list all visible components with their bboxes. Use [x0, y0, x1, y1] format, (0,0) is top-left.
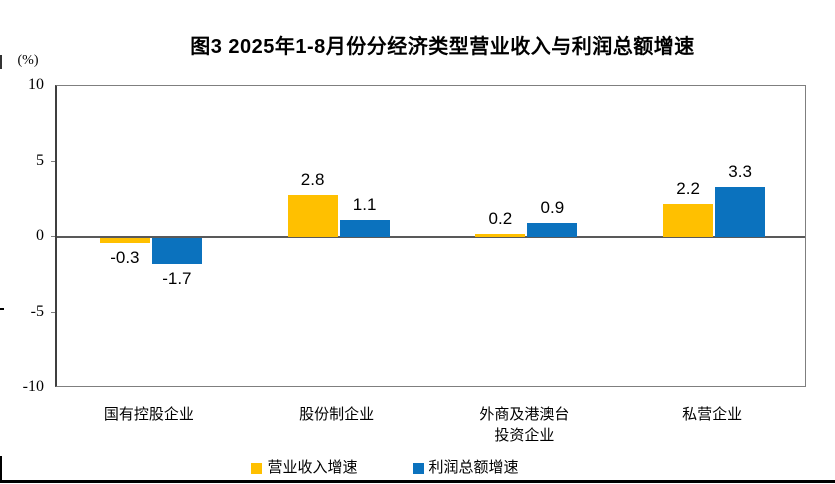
bar [715, 187, 766, 237]
bar-value-label: 3.3 [728, 162, 752, 182]
bar-value-label: 2.2 [676, 178, 700, 198]
crop-artifact [0, 456, 2, 481]
bar [287, 194, 338, 237]
y-axis-unit-label: (%) [17, 53, 39, 68]
legend: 营业收入增速 利润总额增速 [0, 458, 770, 478]
zero-baseline [57, 236, 805, 238]
legend-item: 利润总额增速 [412, 459, 519, 477]
legend-swatch [251, 462, 263, 474]
legend-swatch [412, 462, 424, 474]
bar-value-label: 1.1 [352, 195, 377, 215]
legend-label: 营业收入增速 [267, 459, 358, 476]
bar [527, 223, 578, 237]
y-axis-tick-label: 10 [28, 76, 44, 93]
bar-value-label: -1.7 [162, 268, 192, 288]
bar-value-label: -0.3 [110, 247, 140, 267]
y-axis-tick-label: 0 [36, 227, 44, 244]
image-bottom-border [0, 480, 835, 483]
y-axis-tick-label: 5 [36, 151, 44, 169]
bar-value-label: 0.2 [488, 208, 513, 228]
category-label: 股份制企业 [299, 406, 375, 423]
category-label: 外商及港澳台 投资企业 [479, 406, 570, 444]
category-label: 私营企业 [682, 406, 743, 423]
y-axis-tick-label: -10 [22, 378, 44, 395]
bar [475, 233, 526, 237]
bar-value-label: 0.9 [540, 198, 565, 218]
bar [339, 220, 390, 237]
bar [99, 238, 150, 243]
bar [151, 238, 202, 264]
crop-artifact [0, 308, 4, 310]
y-axis-tick-label: -5 [30, 302, 44, 320]
bar [663, 203, 714, 237]
category-label: 国有控股企业 [103, 406, 194, 423]
legend-label: 利润总额增速 [428, 459, 519, 476]
chart-title: 图3 2025年1-8月份分经济类型营业收入与利润总额增速 [190, 36, 695, 58]
crop-artifact [0, 55, 2, 69]
bar-value-label: 2.8 [300, 169, 325, 189]
plot-area: -0.3 -1.7 2.8 1.1 0.2 0.9 2.2 3.3 [55, 85, 806, 387]
legend-item: 营业收入增速 [251, 459, 358, 477]
